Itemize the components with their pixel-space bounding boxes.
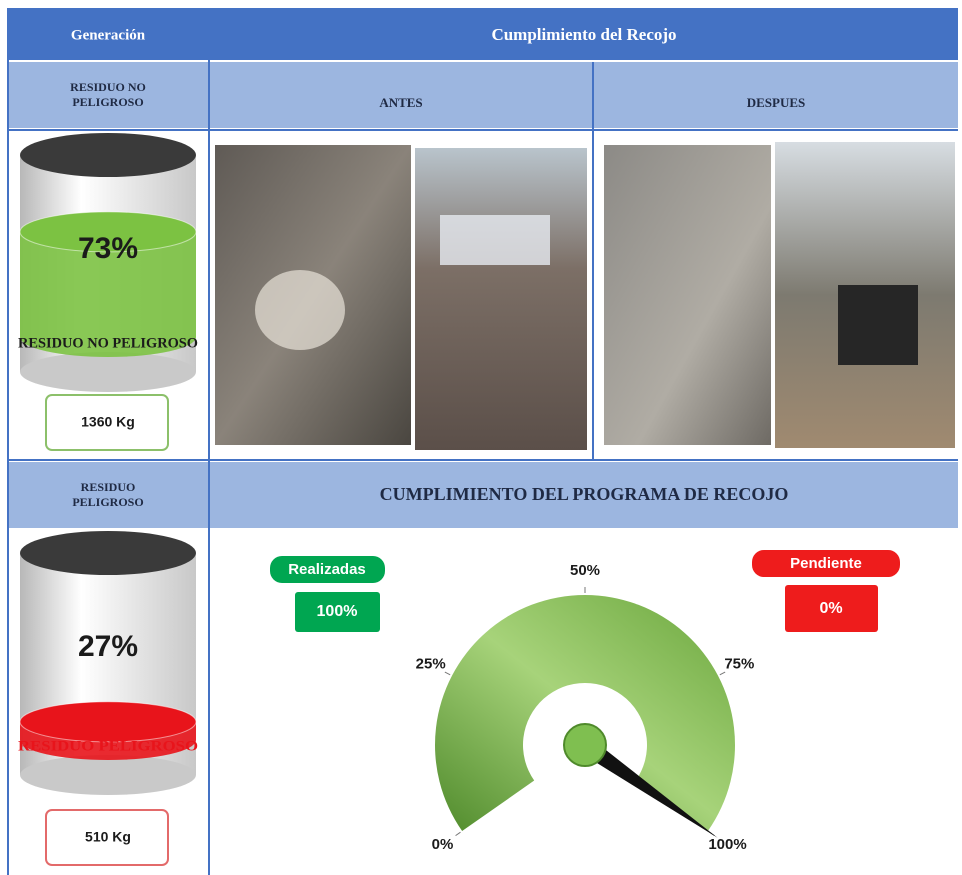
after-label: DESPUES xyxy=(747,95,806,110)
gauge-tick-label: 0% xyxy=(432,836,454,853)
category-wrap: RESIDUO NO PELIGROSO xyxy=(70,80,146,109)
gauge-arc xyxy=(435,595,735,832)
cylinder-label: RESIDUO PELIGROSO xyxy=(18,738,198,754)
pendiente-box xyxy=(785,585,878,632)
cylinder-lid xyxy=(20,531,196,575)
before-label: ANTES xyxy=(379,95,422,110)
gauge-tick-label: 100% xyxy=(708,836,746,853)
weight-value: 1360 Kg xyxy=(81,414,135,430)
subheader-cell xyxy=(210,462,958,528)
realizadas-badge xyxy=(270,556,385,583)
cylinder-fill-top xyxy=(19,701,197,743)
gauge-needle xyxy=(579,737,718,838)
category-label: RESIDUO NO PELIGROSO xyxy=(70,80,146,109)
header-title: Cumplimiento del Recojo xyxy=(491,25,676,44)
realizadas-value: 100% xyxy=(317,603,358,620)
gauge-tick-label: 50% xyxy=(570,562,600,579)
pendiente-value: 0% xyxy=(819,600,842,617)
cylinder-percent: 27% xyxy=(78,630,138,663)
cylinder-bottom xyxy=(20,755,196,795)
cylinder-bottom xyxy=(20,352,196,392)
category-label: RESIDUO PELIGROSO xyxy=(72,480,144,509)
section-title: CUMPLIMIENTO DEL PROGRAMA DE RECOJO xyxy=(380,484,789,504)
gauge-hub xyxy=(563,723,607,767)
category-wrap: RESIDUO PELIGROSO xyxy=(72,480,144,509)
pendiente-name: Pendiente xyxy=(790,555,862,572)
pendiente-badge xyxy=(752,550,900,577)
header-cell xyxy=(8,8,208,60)
weight-box xyxy=(45,809,169,866)
cylinder-label: RESIDUO NO PELIGROSO xyxy=(18,335,198,351)
header-text: Generación xyxy=(71,27,146,43)
grid-lines xyxy=(7,8,958,875)
cylinder-lid xyxy=(20,133,196,177)
gauge-tick xyxy=(719,671,726,676)
gauge-tick-label: 25% xyxy=(416,656,446,673)
cylinder-fill xyxy=(20,231,196,357)
subheader-cell xyxy=(8,62,208,128)
photo-detail xyxy=(255,270,345,350)
photo-detail xyxy=(838,285,918,365)
gauge-tick xyxy=(444,671,451,676)
subheader-cell xyxy=(8,462,208,528)
photo-detail xyxy=(440,215,550,265)
cylinder-percent: 73% xyxy=(78,232,138,265)
weight-value: 510 Kg xyxy=(85,829,131,845)
subheader-cell xyxy=(594,62,958,128)
cylinder-fill-top xyxy=(19,211,197,253)
photo-after-1 xyxy=(604,145,771,445)
subheader-cell xyxy=(210,62,592,128)
realizadas-box xyxy=(295,592,380,632)
realizadas-name: Realizadas xyxy=(288,561,366,578)
weight-box xyxy=(45,394,169,451)
gauge-tick-label: 75% xyxy=(724,656,754,673)
photo-before-2 xyxy=(415,148,587,450)
header-cell xyxy=(210,8,958,60)
gauge-tick xyxy=(455,831,461,837)
